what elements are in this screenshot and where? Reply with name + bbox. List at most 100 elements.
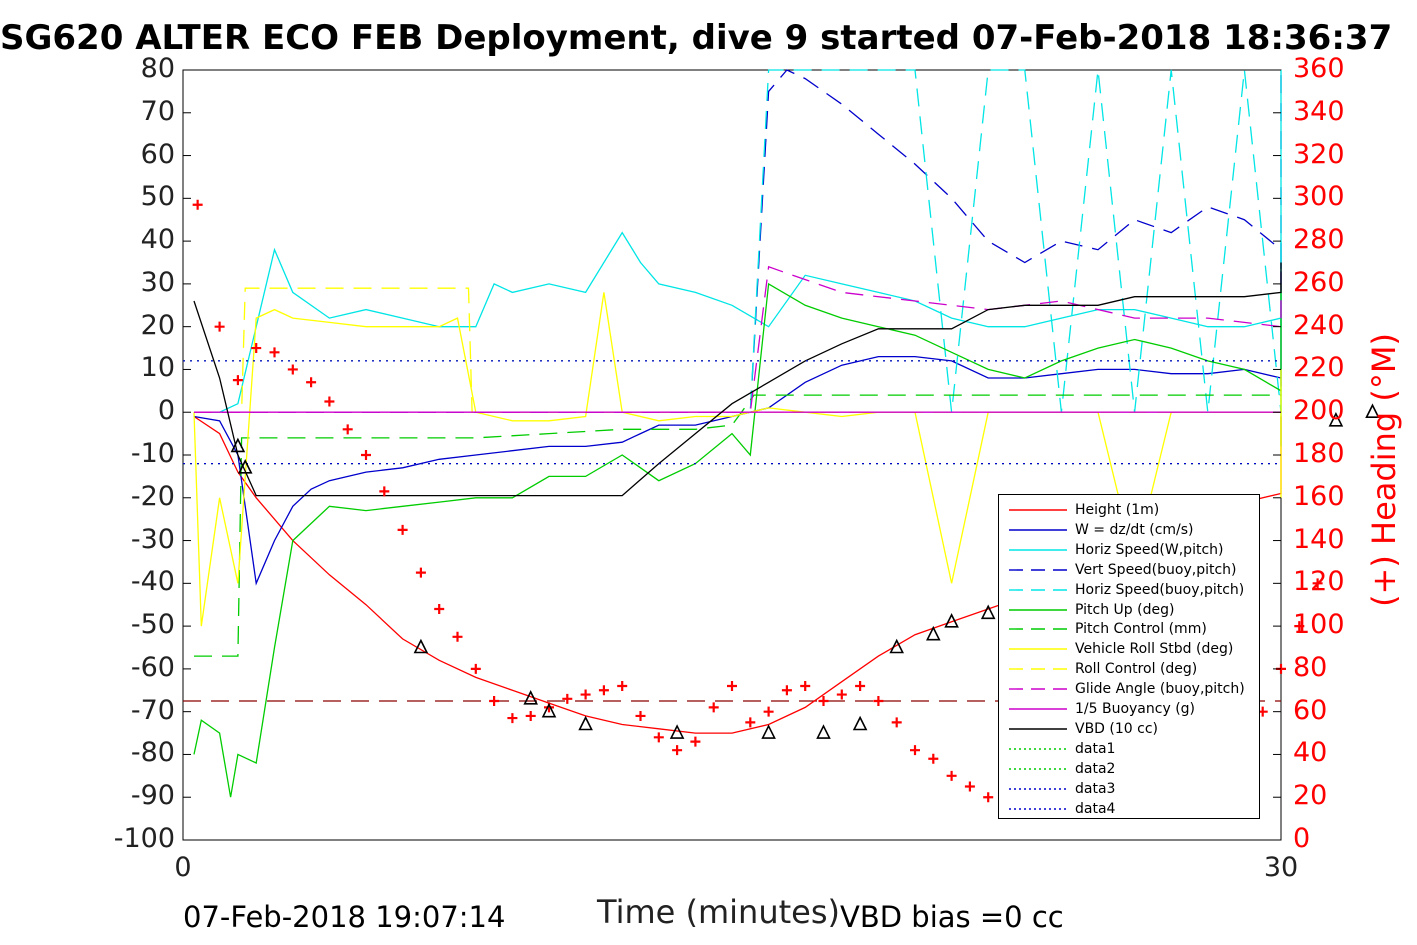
y-right-tick-label: 240 — [1293, 309, 1345, 341]
series-lines — [183, 69, 1282, 798]
heading-point-17 — [507, 713, 518, 724]
y-right-tick-label: 260 — [1293, 266, 1345, 298]
legend-swatch — [1009, 529, 1067, 531]
y-right-tick-label: 120 — [1293, 566, 1345, 598]
heading-point-8 — [342, 424, 353, 435]
y-right-tick-label: 280 — [1293, 224, 1345, 256]
triangle-marker-12 — [944, 613, 959, 628]
y-tick-label: 30 — [140, 266, 175, 298]
legend-label: Pitch Up (deg) — [1075, 601, 1175, 618]
legend-swatch — [1009, 708, 1067, 710]
heading-point-26 — [672, 745, 683, 756]
legend-label: Horiz Speed(buoy,pitch) — [1075, 581, 1245, 598]
legend-label: data4 — [1075, 800, 1116, 817]
heading-point-0 — [192, 199, 203, 210]
y-right-tick-label: 200 — [1293, 395, 1345, 427]
y-right-tick-label: 0 — [1293, 823, 1311, 854]
y-tick-label: 70 — [140, 95, 175, 127]
triangle-marker-7 — [761, 724, 776, 739]
y-tick-label: 60 — [140, 138, 175, 170]
legend-item: W = dz/dt (cm/s) — [999, 521, 1259, 539]
triangle-marker-4 — [541, 702, 557, 718]
heading-point-14 — [452, 631, 463, 642]
heading-point-43 — [983, 792, 994, 803]
y-tick-label: -50 — [130, 609, 175, 641]
heading-point-31 — [763, 706, 774, 717]
legend-label: data2 — [1075, 760, 1116, 777]
legend-item: data1 — [999, 740, 1259, 758]
heading-point-40 — [928, 753, 939, 764]
legend-swatch — [1009, 588, 1067, 591]
heading-point-5 — [287, 364, 298, 375]
legend-item: Horiz Speed(buoy,pitch) — [999, 581, 1259, 599]
heading-point-18 — [525, 710, 536, 721]
y-tick-label: -40 — [130, 566, 175, 598]
x-tick-label: 30 — [1263, 852, 1299, 883]
triangle-marker-3 — [523, 690, 538, 705]
heading-point-61 — [1312, 578, 1323, 589]
heading-point-27 — [690, 736, 701, 747]
heading-point-6 — [306, 377, 317, 388]
heading-point-32 — [781, 685, 792, 696]
legend-label: W = dz/dt (cm/s) — [1075, 521, 1194, 538]
legend-swatch — [1009, 807, 1067, 810]
legend-label: Glide Angle (buoy,pitch) — [1075, 681, 1245, 698]
triangle-marker-1 — [237, 459, 253, 474]
heading-point-23 — [617, 681, 628, 691]
series-line-11 — [193, 262, 1282, 497]
legend-swatch — [1009, 509, 1067, 511]
triangle-marker-2 — [413, 638, 429, 654]
legend-label: Vert Speed(buoy,pitch) — [1075, 561, 1237, 578]
heading-point-28 — [708, 702, 719, 713]
heading-point-42 — [964, 781, 975, 792]
heading-point-41 — [946, 770, 957, 781]
triangle-marker-5 — [578, 715, 593, 731]
triangle-marker-10 — [889, 638, 904, 654]
triangle-marker-6 — [669, 724, 685, 739]
heading-point-12 — [415, 567, 426, 578]
y-right-tick-label: 40 — [1293, 737, 1328, 769]
heading-point-22 — [598, 685, 609, 696]
heading-point-11 — [397, 524, 408, 535]
heading-point-35 — [836, 689, 847, 700]
series-line-7 — [193, 292, 1282, 627]
legend-item: data4 — [999, 800, 1259, 818]
legend-swatch — [1009, 648, 1067, 650]
legend-label: Roll Control (deg) — [1075, 661, 1198, 678]
legend-item: data2 — [999, 760, 1259, 778]
y-tick-label: 40 — [140, 224, 175, 256]
heading-point-36 — [855, 681, 866, 691]
axis-ticks — [183, 69, 1281, 841]
y-axis-right-label: (+) Heading (°M) — [1365, 333, 1403, 607]
y-right-tick-label: 60 — [1293, 694, 1328, 726]
triangle-marker-13 — [980, 604, 996, 620]
y-right-tick-label: 340 — [1293, 95, 1345, 127]
heading-point-33 — [800, 681, 811, 691]
heading-point-2 — [232, 375, 243, 386]
triangle-marker-9 — [852, 715, 868, 731]
y-tick-label: -20 — [130, 480, 175, 512]
legend-item: Roll Control (deg) — [999, 660, 1259, 678]
y-right-tick-label: 300 — [1293, 181, 1345, 213]
legend-label: data3 — [1075, 780, 1116, 797]
y-tick-label: 10 — [140, 352, 175, 384]
heading-point-39 — [910, 745, 920, 756]
legend-item: Pitch Up (deg) — [999, 601, 1259, 619]
series-line-2 — [194, 231, 1282, 413]
legend-item: data3 — [999, 780, 1259, 798]
triangle-marker-8 — [816, 724, 831, 739]
y-right-tick-label: 20 — [1293, 780, 1328, 812]
heading-point-21 — [580, 689, 591, 700]
heading-point-7 — [324, 396, 335, 407]
legend-swatch — [1009, 728, 1067, 730]
triangle-marker-11 — [926, 625, 941, 641]
legend-swatch — [1009, 688, 1067, 690]
x-tick-label: 0 — [174, 852, 192, 883]
legend-item: Horiz Speed(W,pitch) — [999, 541, 1259, 559]
heading-point-20 — [562, 693, 573, 704]
heading-point-29 — [727, 681, 737, 691]
y-tick-label: -90 — [130, 780, 175, 812]
footer-vbd-bias: VBD bias =0 cc — [840, 900, 1064, 934]
y-right-tick-label: 320 — [1293, 138, 1345, 170]
